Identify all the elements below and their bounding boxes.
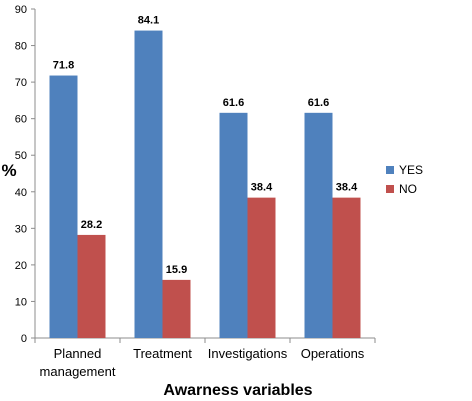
y-tick-label: 80 — [15, 41, 27, 53]
bar-no — [77, 234, 106, 338]
bar-yes — [134, 30, 163, 338]
category-labels: Planned management Treatment Investigations… — [40, 346, 365, 379]
x-tick-label: Operations — [301, 346, 365, 361]
data-label: 61.6 — [223, 97, 244, 109]
bar-yes — [49, 75, 78, 338]
x-tick-label: Planned — [54, 346, 102, 361]
y-tick-label: 20 — [15, 260, 27, 272]
x-axis-title: Awarness variables — [163, 382, 312, 399]
y-axis: 0 10 20 30 40 50 60 70 80 90 — [15, 4, 36, 345]
data-label: 15.9 — [166, 264, 187, 276]
legend: YES NO — [386, 163, 423, 196]
legend-swatch-no — [386, 185, 394, 193]
x-tick-label: management — [40, 364, 116, 379]
bar-no — [162, 279, 191, 338]
y-tick-label: 40 — [15, 187, 27, 199]
y-axis-title: % — [1, 161, 16, 180]
data-label: 61.6 — [308, 97, 329, 109]
value-labels: 71.8 28.2 84.1 15.9 61.6 38.4 61.6 38.4 — [53, 15, 358, 276]
data-label: 71.8 — [53, 60, 74, 72]
y-tick-label: 70 — [15, 77, 27, 89]
bar-yes — [304, 112, 333, 338]
y-tick-label: 50 — [15, 150, 27, 162]
bars — [49, 30, 361, 338]
data-label: 38.4 — [251, 182, 273, 194]
y-tick-label: 0 — [21, 333, 27, 345]
x-axis — [34, 337, 376, 343]
x-tick-label: Investigations — [208, 346, 288, 361]
data-label: 38.4 — [336, 182, 358, 194]
data-label: 28.2 — [81, 219, 102, 231]
y-tick-label: 90 — [15, 4, 27, 16]
bar-no — [332, 197, 361, 338]
data-label: 84.1 — [138, 15, 159, 27]
legend-swatch-yes — [386, 166, 394, 174]
y-tick-label: 30 — [15, 223, 27, 235]
x-tick-label: Treatment — [133, 346, 192, 361]
legend-label: YES — [399, 163, 423, 177]
y-tick-label: 10 — [15, 296, 27, 308]
y-tick-label: 60 — [15, 114, 27, 126]
bar-yes — [219, 112, 248, 338]
legend-label: NO — [399, 182, 417, 196]
bar-no — [247, 197, 276, 338]
